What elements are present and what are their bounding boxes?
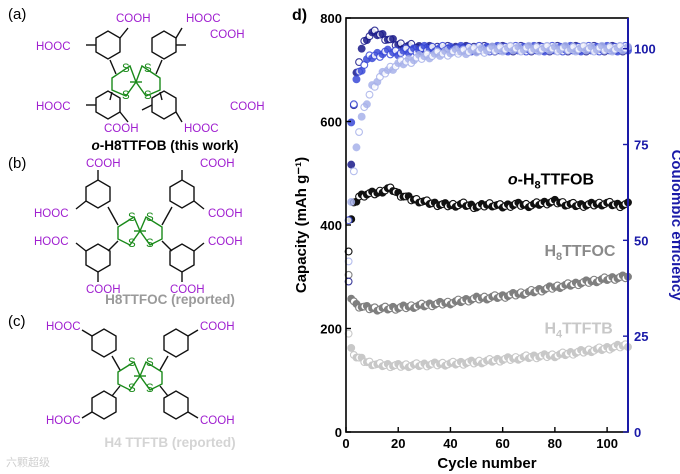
y-right-tick-label: 0	[634, 425, 641, 440]
svg-text:HOOC: HOOC	[36, 41, 71, 53]
svg-text:HOOC: HOOC	[184, 123, 219, 135]
x-tick-label: 60	[495, 436, 509, 451]
data-point	[362, 100, 371, 109]
data-point	[347, 344, 356, 352]
svg-text:HOOC: HOOC	[36, 101, 71, 113]
svg-text:S: S	[146, 212, 154, 224]
data-point	[349, 167, 358, 176]
y-left-tick-label: 200	[320, 322, 342, 337]
axes: 0 20 40 60 80 100 0 200 400 600 800 0 25 50 75 100 Cycle…	[293, 11, 680, 472]
svg-text:S: S	[146, 357, 154, 369]
y-right-tick-label: 75	[634, 138, 648, 153]
data-point	[352, 143, 361, 152]
y-left-tick-label: 800	[320, 11, 342, 26]
structure-b: S S S S COOH HOOC COOH COOH HOOC COOH CO…	[34, 158, 243, 296]
svg-text:S: S	[128, 357, 136, 369]
svg-text:S: S	[128, 212, 136, 224]
data-point	[389, 34, 397, 43]
data-point	[347, 118, 356, 127]
panel-label-c: (c)	[8, 313, 26, 330]
svg-text:COOH: COOH	[200, 158, 235, 170]
caption-c: H4 TTFTB (reported)	[104, 435, 236, 450]
y-left-tick-label: 600	[320, 115, 342, 130]
svg-text:S: S	[146, 238, 154, 250]
cycling-chart: d) 0 20 40 60 80 100 0 200 400 600 800 0 25 50 75 100 Cy…	[292, 7, 680, 472]
svg-text:HOOC: HOOC	[186, 13, 221, 25]
svg-text:HOOC: HOOC	[34, 236, 69, 248]
y-right-axis-label: Coulombic efficiency	[668, 150, 680, 302]
svg-text:COOH: COOH	[200, 415, 235, 427]
svg-text:S: S	[122, 90, 130, 102]
series-labels: o-H8TTFOB H8TTFOC H4TTFTB	[508, 172, 616, 341]
y-right-tick-label: 50	[634, 233, 648, 248]
data-point	[357, 44, 366, 53]
x-tick-label: 0	[342, 436, 349, 451]
svg-text:S: S	[146, 383, 154, 395]
x-tick-label: 40	[443, 436, 457, 451]
svg-text:S: S	[128, 383, 136, 395]
data-point	[347, 160, 356, 169]
data-point	[365, 90, 374, 99]
y-right-tick-label: 100	[634, 42, 656, 57]
structure-c: S S S S HOOC COOH HOOC COOH	[46, 321, 235, 427]
structure-a: S S S S COOH HOOC HOOC COOH HOOC COOH HO…	[36, 13, 265, 135]
x-tick-label: 20	[391, 436, 405, 451]
caption-a: o-H8TTFOB (this work)	[91, 138, 239, 153]
series-5	[344, 41, 632, 266]
svg-text:HOOC: HOOC	[34, 208, 69, 220]
y-left-tick-label: 0	[335, 425, 342, 440]
panel-label-a: (a)	[8, 6, 27, 23]
svg-text:S: S	[144, 90, 152, 102]
y-left-axis-label: Capacity (mAh g⁻¹)	[293, 157, 310, 293]
series-label-0: o-H8TTFOB	[508, 172, 594, 192]
caption-b: H8TTFOC (reported)	[105, 292, 235, 307]
series-label-2: H4TTFTB	[544, 321, 612, 341]
plot-area	[344, 26, 632, 372]
svg-text:COOH: COOH	[208, 208, 243, 220]
svg-text:S: S	[128, 238, 136, 250]
svg-text:COOH: COOH	[170, 284, 205, 296]
svg-text:S: S	[122, 63, 130, 75]
y-left-tick-label: 400	[320, 218, 342, 233]
svg-text:COOH: COOH	[116, 13, 151, 25]
data-point	[349, 100, 358, 109]
x-tick-label: 80	[548, 436, 562, 451]
svg-text:COOH: COOH	[86, 284, 121, 296]
series-0	[344, 183, 632, 256]
svg-text:HOOC: HOOC	[46, 321, 81, 333]
svg-text:COOH: COOH	[208, 236, 243, 248]
svg-text:COOH: COOH	[210, 29, 245, 41]
data-point	[352, 75, 361, 84]
x-axis-label: Cycle number	[437, 455, 536, 472]
watermark: 六颗超级	[6, 457, 50, 469]
y-right-tick-label: 25	[634, 329, 648, 344]
svg-text:COOH: COOH	[200, 321, 235, 333]
svg-text:HOOC: HOOC	[46, 415, 81, 427]
svg-text:COOH: COOH	[230, 101, 265, 113]
panel-label-b: (b)	[8, 155, 27, 172]
panel-label-d: d)	[292, 7, 307, 24]
svg-text:S: S	[144, 63, 152, 75]
data-point	[347, 198, 356, 206]
series-1	[344, 270, 632, 315]
svg-text:COOH: COOH	[86, 158, 121, 170]
series-label-1: H8TTFOC	[544, 243, 615, 263]
series-2	[344, 329, 632, 372]
svg-text:COOH: COOH	[104, 123, 139, 135]
data-point	[357, 112, 366, 121]
data-point	[355, 128, 364, 136]
x-tick-label: 100	[596, 436, 618, 451]
